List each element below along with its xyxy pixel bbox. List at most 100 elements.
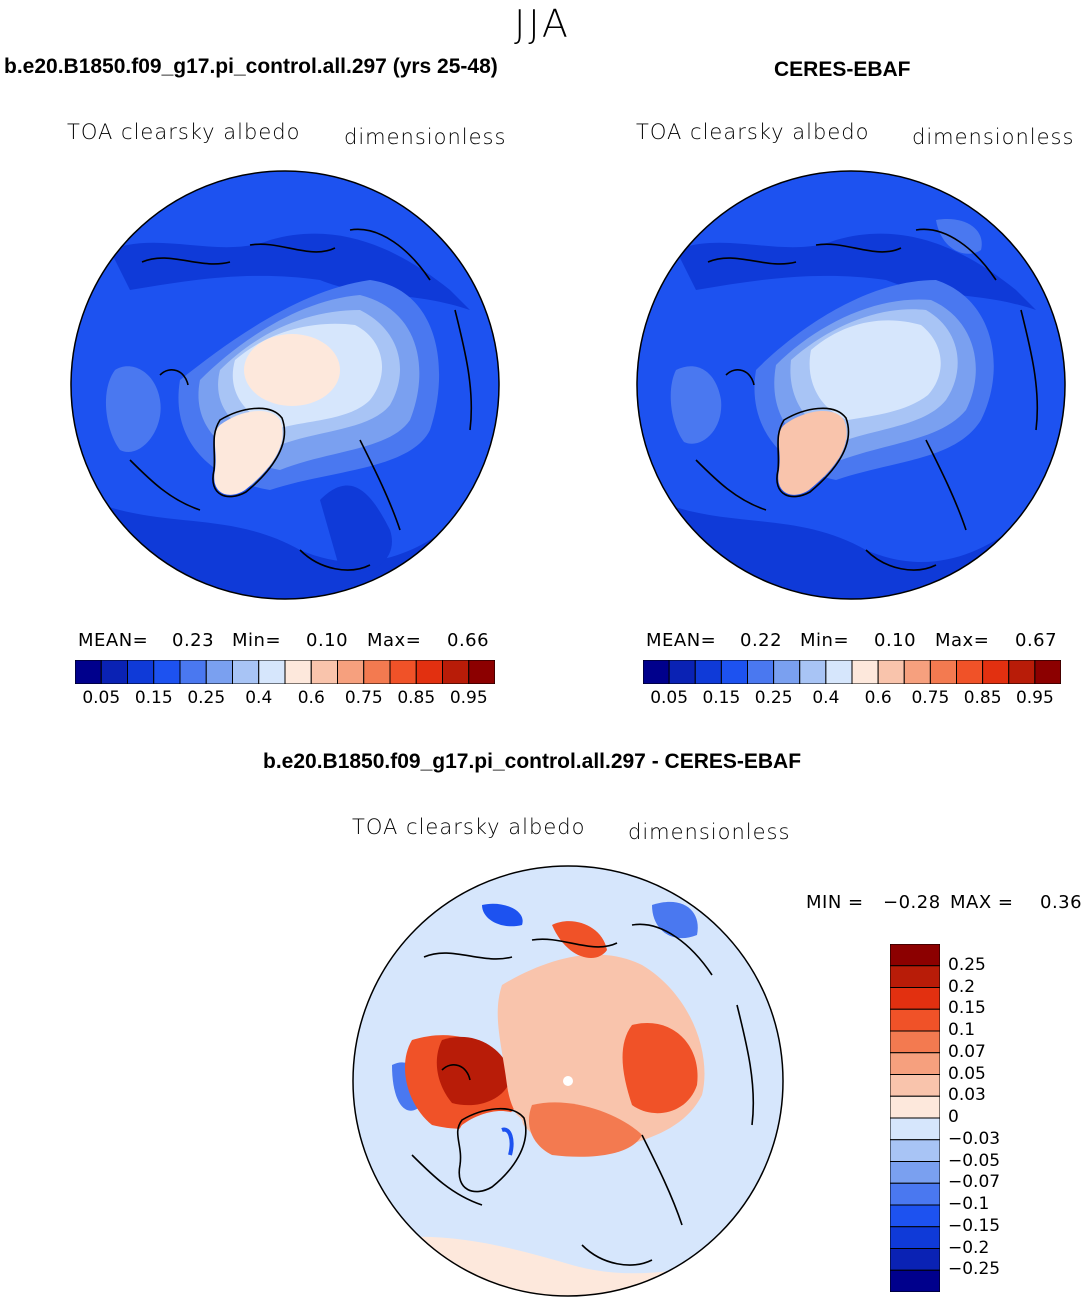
- colorbar-swatch: [825, 660, 853, 684]
- difference-polar-map: [352, 865, 784, 1297]
- colorbar-tick-label: −0.2: [948, 1237, 990, 1258]
- model-polar-map: [70, 170, 500, 600]
- colorbar-swatch: [415, 660, 443, 684]
- colorbar-swatch: [890, 987, 940, 1010]
- colorbar-tick-label: 0.2: [948, 976, 976, 997]
- colorbar-swatch: [890, 1030, 940, 1054]
- greenland-high-albedo: [778, 410, 847, 495]
- colorbar-swatch: [982, 660, 1010, 684]
- colorbar-swatch: [890, 1052, 940, 1075]
- colorbar-swatch: [890, 1269, 940, 1292]
- colorbar-swatch: [232, 660, 260, 684]
- colorbar-swatch: [363, 660, 391, 684]
- colorbar-swatch: [442, 660, 470, 684]
- obs-panel-title: CERES-EBAF: [774, 58, 911, 81]
- difference-colorbar: [890, 944, 940, 1292]
- diff-min-label: MIN =: [806, 892, 864, 913]
- model-min-label: Min=: [232, 630, 282, 651]
- obs-units-label: dimensionless: [912, 125, 1075, 149]
- colorbar-swatch: [851, 660, 879, 684]
- model-variable-label: TOA clearsky albedo: [67, 120, 301, 144]
- colorbar-tick-label: 0.6: [297, 688, 325, 708]
- colorbar-swatch: [179, 660, 207, 684]
- model-colorbar: [75, 660, 495, 684]
- season-title: JJA: [514, 2, 571, 46]
- colorbar-tick-label: 0.4: [812, 688, 840, 708]
- obs-min-label: Min=: [800, 630, 850, 651]
- obs-polar-map: [636, 170, 1066, 600]
- colorbar-swatch: [127, 660, 155, 684]
- obs-mean-value: 0.22: [740, 630, 783, 651]
- colorbar-tick-label: 0.75: [344, 688, 383, 708]
- coastlines: [129, 228, 473, 571]
- colorbar-tick-label: 0.25: [754, 688, 793, 708]
- colorbar-swatch: [468, 660, 495, 684]
- colorbar-tick-label: 0.85: [397, 688, 436, 708]
- colorbar-swatch: [1008, 660, 1036, 684]
- colorbar-swatch: [890, 1182, 940, 1206]
- colorbar-swatch: [890, 1117, 940, 1141]
- colorbar-tick-label: 0.25: [948, 954, 986, 975]
- map-boundary: [636, 170, 1066, 600]
- colorbar-swatch: [310, 660, 338, 684]
- diff-max-value: 0.36: [1040, 892, 1083, 913]
- model-max-label: Max=: [367, 630, 422, 651]
- colorbar-swatch: [773, 660, 801, 684]
- colorbar-swatch: [1034, 660, 1061, 684]
- colorbar-swatch: [890, 1248, 940, 1271]
- colorbar-tick-label: 0: [948, 1107, 959, 1127]
- colorbar-tick-label: 0.15: [702, 688, 741, 708]
- colorbar-tick-label: 0.05: [650, 688, 689, 708]
- colorbar-tick-label: 0.95: [449, 688, 488, 708]
- colorbar-swatch: [694, 660, 722, 684]
- colorbar-tick-label: 0.05: [82, 688, 121, 708]
- model-units-label: dimensionless: [344, 125, 507, 149]
- colorbar-tick-label: 0.95: [1015, 688, 1054, 708]
- coastlines: [695, 228, 1039, 571]
- colorbar-tick-label: −0.05: [948, 1150, 1001, 1171]
- colorbar-swatch: [890, 1204, 940, 1228]
- model-mean-label: MEAN=: [78, 630, 149, 651]
- model-panel-title: b.e20.B1850.f09_g17.pi_control.all.297 (…: [4, 55, 498, 78]
- colorbar-swatch: [747, 660, 775, 684]
- colorbar-swatch: [75, 660, 102, 684]
- colorbar-swatch: [890, 1161, 940, 1184]
- colorbar-swatch: [205, 660, 233, 684]
- diff-variable-label: TOA clearsky albedo: [352, 815, 586, 839]
- colorbar-swatch: [890, 1074, 940, 1097]
- obs-variable-label: TOA clearsky albedo: [636, 120, 870, 144]
- colorbar-swatch: [337, 660, 365, 684]
- colorbar-swatch: [284, 660, 312, 684]
- colorbar-tick-label: 0.1: [948, 1020, 976, 1040]
- diff-panel-title: b.e20.B1850.f09_g17.pi_control.all.297 -…: [263, 750, 802, 773]
- colorbar-swatch: [877, 660, 905, 684]
- map-boundary: [352, 865, 784, 1297]
- colorbar-swatch: [668, 660, 696, 684]
- colorbar-swatch: [929, 660, 957, 684]
- colorbar-swatch: [799, 660, 827, 684]
- colorbar-tick-label: 0.15: [948, 998, 986, 1019]
- diff-max-label: MAX =: [950, 892, 1014, 913]
- colorbar-tick-label: 0.75: [911, 688, 950, 708]
- colorbar-swatch: [890, 944, 940, 967]
- colorbar-swatch: [258, 660, 286, 684]
- greenland-high-albedo: [214, 410, 283, 495]
- colorbar-swatch: [890, 1095, 940, 1119]
- colorbar-swatch: [903, 660, 931, 684]
- colorbar-tick-label: 0.03: [948, 1085, 986, 1106]
- colorbar-tick-label: 0.4: [245, 688, 273, 708]
- colorbar-swatch: [956, 660, 984, 684]
- diff-units-label: dimensionless: [628, 820, 791, 844]
- colorbar-tick-label: −0.1: [948, 1194, 990, 1214]
- coastlines: [411, 923, 755, 1266]
- colorbar-swatch: [890, 1008, 940, 1032]
- model-mean-value: 0.23: [172, 630, 215, 651]
- colorbar-tick-label: −0.03: [948, 1128, 1001, 1149]
- obs-mean-label: MEAN=: [646, 630, 717, 651]
- colorbar-tick-label: 0.05: [948, 1063, 986, 1084]
- colorbar-swatch: [153, 660, 181, 684]
- obs-min-value: 0.10: [874, 630, 917, 651]
- colorbar-swatch: [890, 1139, 940, 1162]
- colorbar-swatch: [100, 660, 128, 684]
- colorbar-swatch: [643, 660, 670, 684]
